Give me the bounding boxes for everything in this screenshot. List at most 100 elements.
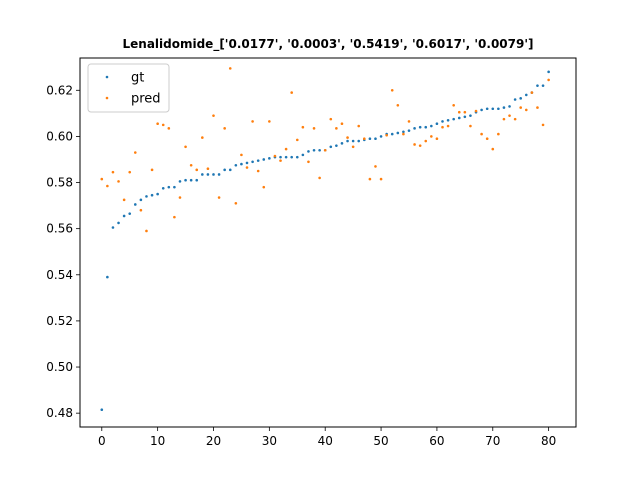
legend-box <box>87 63 170 113</box>
x-tick-label: 80 <box>541 434 556 448</box>
data-point-gt <box>212 173 215 176</box>
data-point-gt <box>189 178 193 182</box>
data-point-pred <box>402 132 405 136</box>
data-point-gt <box>357 139 361 143</box>
data-point-pred <box>240 153 243 157</box>
data-point-gt <box>228 168 232 172</box>
data-point-pred <box>491 147 495 151</box>
data-point-gt <box>519 97 523 100</box>
data-point-gt <box>424 125 428 129</box>
data-point-gt <box>111 226 115 229</box>
data-point-pred <box>307 160 310 164</box>
data-point-gt <box>139 198 143 202</box>
data-point-gt <box>150 193 154 197</box>
data-point-gt <box>251 160 254 164</box>
y-tick-label: 0.60 <box>46 129 73 143</box>
data-point-pred <box>195 168 199 172</box>
data-point-pred <box>279 159 282 162</box>
data-point-gt <box>201 173 204 176</box>
data-point-gt <box>402 130 405 134</box>
data-point-gt <box>463 115 467 119</box>
y-tick-label: 0.56 <box>46 222 73 236</box>
data-point-pred <box>290 91 293 94</box>
data-point-gt <box>279 155 282 159</box>
data-point-pred <box>508 114 511 117</box>
data-point-gt <box>418 125 422 129</box>
data-point-pred <box>463 110 467 114</box>
y-tick-label: 0.48 <box>46 406 73 420</box>
data-point-gt <box>457 116 461 120</box>
data-point-pred <box>480 132 483 136</box>
data-point-pred <box>122 198 126 202</box>
legend-label-pred: pred <box>131 92 161 107</box>
data-point-pred <box>374 165 377 168</box>
data-point-pred <box>206 167 210 170</box>
data-point-pred <box>469 124 472 128</box>
data-point-pred <box>335 127 338 130</box>
data-point-pred <box>167 127 171 130</box>
data-point-pred <box>385 133 388 137</box>
x-tick-label: 60 <box>429 434 444 448</box>
data-point-pred <box>485 137 489 141</box>
data-point-gt <box>480 108 483 112</box>
data-point-pred <box>379 177 383 181</box>
data-point-gt <box>374 137 377 141</box>
data-point-pred <box>318 176 321 180</box>
data-point-pred <box>519 106 523 109</box>
data-point-pred <box>407 120 411 123</box>
data-point-gt <box>295 155 299 159</box>
data-point-pred <box>201 136 204 139</box>
data-point-gt <box>234 163 238 167</box>
series-pred <box>100 67 550 233</box>
data-point-gt <box>178 180 182 183</box>
data-point-gt <box>441 120 444 123</box>
data-point-pred <box>329 117 333 121</box>
data-point-pred <box>117 180 120 183</box>
data-point-pred <box>251 120 254 123</box>
data-point-pred <box>346 136 349 139</box>
data-point-gt <box>301 153 305 157</box>
data-point-pred <box>351 145 355 149</box>
data-point-gt <box>256 159 260 162</box>
data-point-pred <box>396 103 400 107</box>
data-point-pred <box>173 215 176 219</box>
data-point-gt <box>195 178 199 182</box>
data-point-pred <box>536 106 539 109</box>
data-point-gt <box>368 137 372 141</box>
data-point-gt <box>513 98 517 101</box>
data-point-gt <box>407 129 411 132</box>
y-tick-label: 0.62 <box>46 83 73 97</box>
data-point-pred <box>133 151 137 154</box>
plot-area <box>100 67 550 412</box>
data-point-pred <box>150 168 154 172</box>
legend: gt pred <box>87 63 170 113</box>
data-point-gt <box>541 84 545 87</box>
data-point-gt <box>245 161 249 165</box>
data-point-gt <box>329 145 333 149</box>
data-point-gt <box>547 70 550 74</box>
y-tick-label: 0.58 <box>46 176 73 190</box>
data-point-pred <box>273 154 277 158</box>
data-point-pred <box>502 117 506 121</box>
data-point-pred <box>513 117 517 121</box>
data-point-gt <box>413 127 416 130</box>
data-point-pred <box>441 125 444 129</box>
data-point-pred <box>457 110 461 114</box>
data-point-gt <box>128 212 132 215</box>
data-point-pred <box>161 123 165 127</box>
data-point-pred <box>340 122 344 126</box>
series-gt <box>100 70 550 412</box>
data-point-gt <box>290 155 293 159</box>
data-point-pred <box>547 78 550 82</box>
data-point-pred <box>212 114 215 117</box>
data-point-pred <box>524 108 528 112</box>
data-point-gt <box>452 117 455 121</box>
data-point-pred <box>301 125 305 129</box>
data-point-pred <box>424 139 428 143</box>
data-point-gt <box>184 178 187 182</box>
y-tick-label: 0.50 <box>46 360 73 374</box>
data-point-pred <box>228 67 232 70</box>
data-point-gt <box>161 187 165 190</box>
data-point-pred <box>390 88 394 92</box>
y-tick-label: 0.52 <box>46 314 73 328</box>
